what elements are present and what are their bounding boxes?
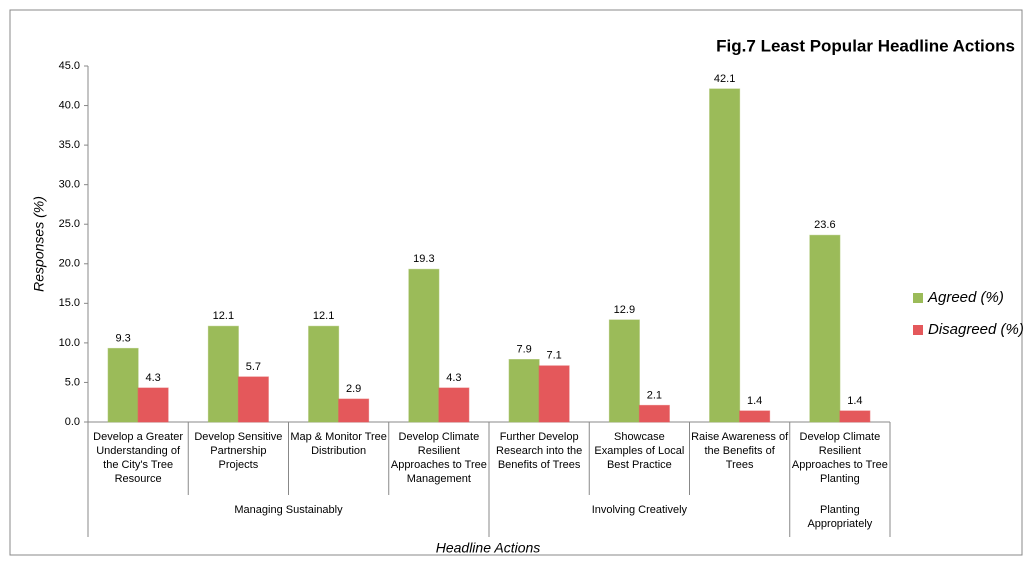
bar <box>207 325 239 423</box>
x-tick-label: Develop Sensitive Partnership Projects <box>194 431 283 471</box>
x-tick-label: Develop a Greater Understanding of the C… <box>93 431 184 485</box>
bar <box>709 88 741 423</box>
value-label: 1.4 <box>747 395 762 407</box>
value-label: 12.1 <box>313 310 334 322</box>
x-tick-label: Develop Climate Resilient Approaches to … <box>791 431 888 485</box>
value-label: 2.9 <box>346 383 361 395</box>
bar <box>338 398 370 423</box>
value-label: 4.3 <box>145 372 160 384</box>
bar <box>308 325 340 423</box>
bar <box>809 234 841 423</box>
bar <box>137 387 169 423</box>
group-label: Planting Appropriately <box>807 504 873 530</box>
x-tick-label: Showcase Examples of Local Best Practice <box>594 431 685 471</box>
x-tick-label-box: Showcase Examples of Local Best Practice <box>594 431 685 471</box>
x-tick-label: Raise Awareness of the Benefits of Trees <box>691 431 789 471</box>
chart-frame <box>9 9 1023 556</box>
y-tick-label: 25.0 <box>59 218 80 230</box>
x-tick-label-box: Raise Awareness of the Benefits of Trees <box>691 431 789 471</box>
legend-label: Agreed (%) <box>927 289 1004 306</box>
chart-title: Fig.7 Least Popular Headline Actions <box>716 36 1015 55</box>
value-label: 42.1 <box>714 73 735 85</box>
value-label: 1.4 <box>847 395 862 407</box>
x-tick-label-box: Develop a Greater Understanding of the C… <box>93 431 184 485</box>
bar <box>538 365 570 423</box>
bar <box>739 410 771 423</box>
value-label: 7.1 <box>546 350 561 362</box>
y-tick-label: 15.0 <box>59 297 80 309</box>
legend-swatch <box>913 325 923 335</box>
value-label: 7.9 <box>516 343 531 355</box>
x-tick-label: Develop Climate Resilient Approaches to … <box>390 431 487 485</box>
x-tick-label-box: Develop Climate Resilient Approaches to … <box>390 431 487 485</box>
x-tick-label-box: Further Develop Research into the Benefi… <box>496 431 583 471</box>
y-tick-label: 5.0 <box>65 376 80 388</box>
value-label: 23.6 <box>814 219 835 231</box>
y-tick-label: 0.0 <box>65 416 80 428</box>
bar <box>608 319 640 423</box>
bar <box>508 359 540 423</box>
bar <box>839 410 871 423</box>
group-label-box: Involving Creatively <box>591 504 688 516</box>
value-label: 19.3 <box>413 253 434 265</box>
y-tick-label: 20.0 <box>59 258 80 270</box>
bar <box>638 404 670 423</box>
value-label: 9.3 <box>115 332 130 344</box>
y-tick-label: 30.0 <box>59 179 80 191</box>
value-label: 2.1 <box>647 389 662 401</box>
group-label: Involving Creatively <box>591 504 688 516</box>
x-axis-label: Headline Actions <box>436 540 541 556</box>
value-label: 12.9 <box>614 304 635 316</box>
x-tick-label: Map & Monitor Tree Distribution <box>290 431 387 457</box>
y-tick-label: 40.0 <box>59 99 80 111</box>
bar <box>237 376 269 423</box>
group-label-box: Planting Appropriately <box>807 504 873 530</box>
y-tick-label: 35.0 <box>59 139 80 151</box>
value-label: 4.3 <box>446 372 461 384</box>
bar <box>438 387 470 423</box>
y-axis-label: Responses (%) <box>31 196 47 292</box>
bar <box>107 347 139 423</box>
x-tick-label-box: Develop Sensitive Partnership Projects <box>194 431 283 471</box>
value-label: 5.7 <box>246 361 261 373</box>
x-tick-label-box: Develop Climate Resilient Approaches to … <box>791 431 888 485</box>
group-label: Managing Sustainably <box>234 504 343 516</box>
x-tick-label: Further Develop Research into the Benefi… <box>496 431 583 471</box>
legend-label: Disagreed (%) <box>928 321 1024 338</box>
y-tick-label: 45.0 <box>59 60 80 72</box>
legend-swatch <box>913 293 923 303</box>
bar <box>408 268 440 423</box>
y-tick-label: 10.0 <box>59 337 80 349</box>
group-label-box: Managing Sustainably <box>234 504 343 516</box>
value-label: 12.1 <box>213 310 234 322</box>
x-tick-label-box: Map & Monitor Tree Distribution <box>290 431 387 457</box>
